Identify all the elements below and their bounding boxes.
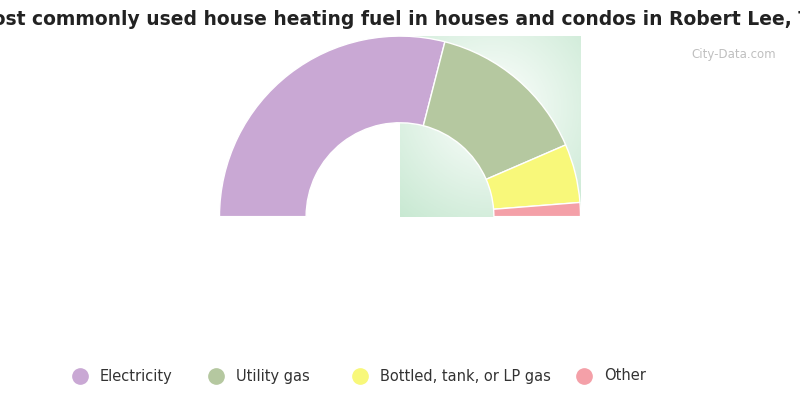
Text: Other: Other [604,368,646,384]
Wedge shape [486,145,580,209]
Text: Utility gas: Utility gas [236,368,310,384]
Wedge shape [219,36,445,217]
Text: Most commonly used house heating fuel in houses and condos in Robert Lee, TX: Most commonly used house heating fuel in… [0,10,800,29]
Text: Electricity: Electricity [100,368,173,384]
Wedge shape [494,202,581,217]
Text: Bottled, tank, or LP gas: Bottled, tank, or LP gas [380,368,551,384]
Text: City-Data.com: City-Data.com [691,48,776,61]
Wedge shape [423,42,566,179]
